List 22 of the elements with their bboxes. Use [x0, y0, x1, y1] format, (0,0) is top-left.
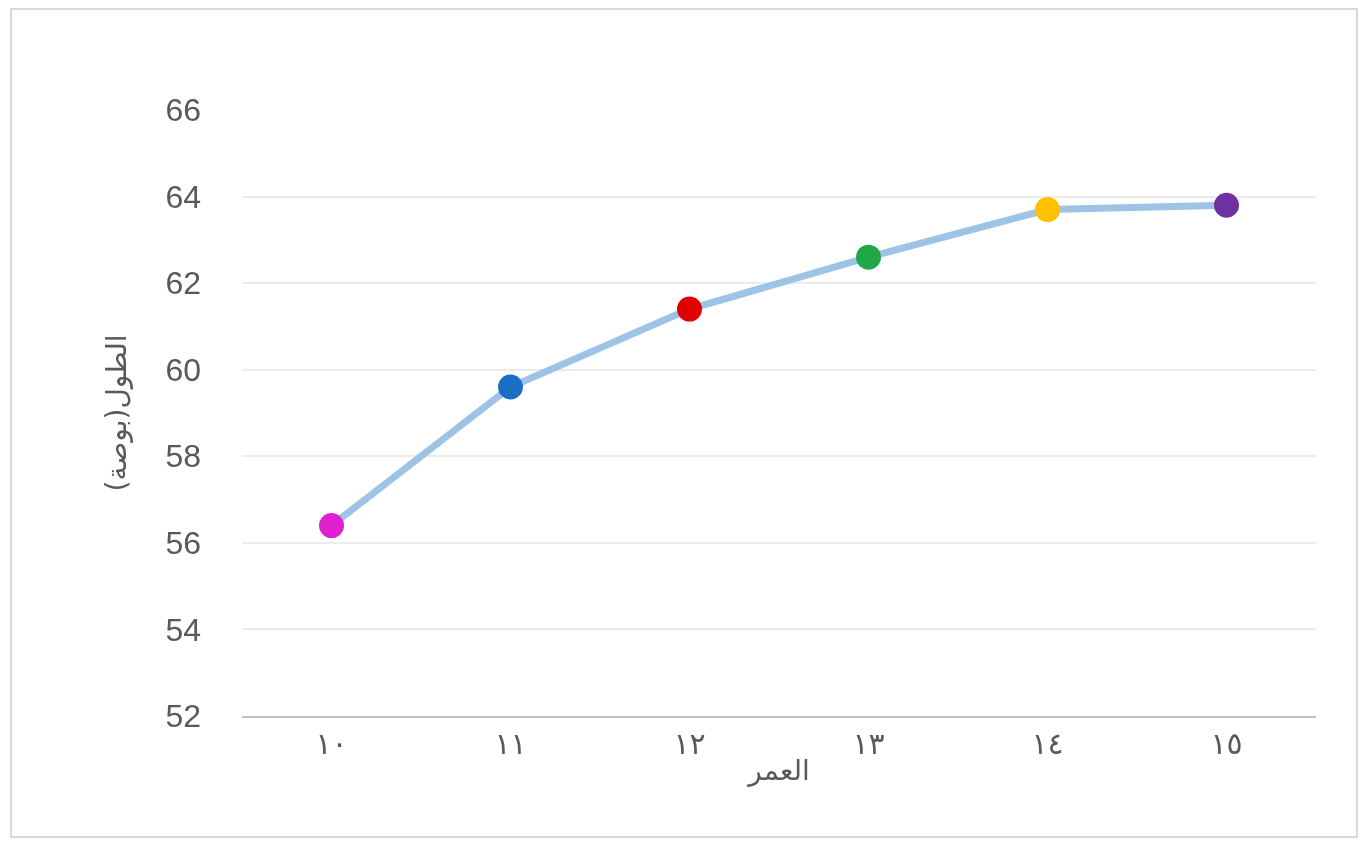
y-tick-label: 52	[165, 698, 201, 735]
y-tick-label: 58	[165, 438, 201, 475]
y-tick-label: 56	[165, 525, 201, 562]
point	[498, 374, 523, 400]
x-tick-label: ١٤	[1031, 726, 1064, 761]
point	[1035, 197, 1060, 223]
x-tick-label: ١٥	[1210, 726, 1243, 761]
y-tick-label: 66	[165, 92, 201, 129]
y-tick-label: 60	[165, 351, 201, 388]
point	[319, 513, 344, 539]
point	[677, 296, 702, 322]
y-tick-label: 54	[165, 611, 201, 648]
x-tick-label: ١١	[494, 726, 527, 761]
y-tick-label: 62	[165, 265, 201, 302]
point	[1214, 192, 1239, 218]
x-axis-title: العمر	[746, 753, 810, 787]
x-tick-label: ١٣	[852, 726, 885, 761]
y-tick-label: 64	[165, 178, 201, 215]
x-tick-label: ١٢	[673, 726, 706, 761]
y-axis-title: الطول(بوصة)	[100, 334, 134, 492]
point	[856, 244, 881, 270]
x-tick-label: ١٠	[315, 726, 348, 761]
